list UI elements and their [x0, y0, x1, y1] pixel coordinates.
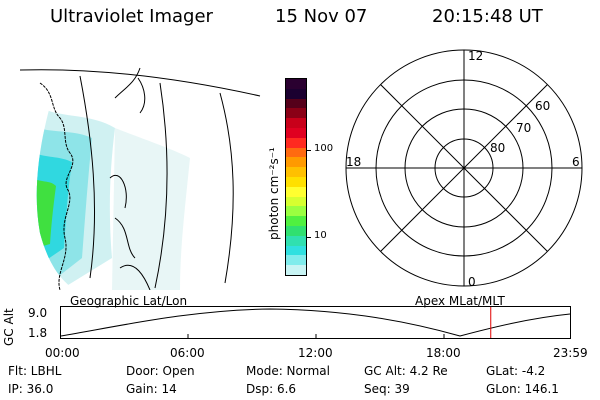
time-label: 20:15:48 UT	[432, 6, 543, 27]
app-title: Ultraviolet Imager	[50, 6, 213, 27]
status-ip: IP: 36.0	[8, 382, 54, 396]
polar-label-12: 12	[468, 49, 483, 63]
colorbar-segment	[286, 245, 306, 256]
timeline-xtick-1800: 18:00	[426, 346, 461, 360]
geographic-title: Geographic Lat/Lon	[70, 294, 188, 308]
status-seq: Seq: 39	[364, 382, 410, 396]
polar-label-6: 6	[572, 155, 580, 169]
colorbar-segment	[286, 127, 306, 138]
polar-lat-80: 80	[490, 141, 505, 155]
colorbar-segment	[286, 98, 306, 109]
status-glon: GLon: 146.1	[486, 382, 559, 396]
colorbar-segment	[286, 88, 306, 99]
timeline-ytick-high: 9.0	[28, 306, 48, 320]
status-dsp: Dsp: 6.6	[246, 382, 297, 396]
status-door: Door: Open	[126, 364, 195, 378]
timeline-xtick-2359: 23:59	[553, 346, 588, 360]
timeline-ytick-low: 1.8	[28, 326, 48, 340]
colorbar-segment	[286, 108, 306, 119]
status-gc-alt: GC Alt: 4.2 Re	[364, 364, 448, 378]
colorbar-tick-mark	[307, 150, 311, 151]
colorbar-tick-100: 100	[314, 143, 334, 154]
color-scale-bar	[285, 78, 307, 276]
timeline-xtick-1200: 12:00	[298, 346, 333, 360]
colorbar-segment	[286, 137, 306, 148]
geographic-map	[20, 67, 261, 290]
colorbar-segment	[286, 216, 306, 226]
timeline-y-label: GC Alt	[2, 308, 16, 346]
colorbar-segment	[286, 235, 306, 246]
colorbar-segment	[286, 157, 306, 168]
polar-lat-60: 60	[535, 99, 550, 113]
orbit-altitude-timeline	[60, 306, 571, 339]
colorbar-segment	[286, 255, 306, 266]
apex-title: Apex MLat/MLT	[415, 294, 505, 308]
polar-label-0: 0	[468, 275, 476, 288]
colorbar-segment	[286, 196, 306, 207]
polar-mlt-plot: 12 18 6 0 60 70 80	[345, 49, 583, 288]
polar-label-18: 18	[346, 155, 361, 169]
timeline-xtick-0600: 06:00	[170, 346, 205, 360]
colorbar-tick-mark	[307, 237, 311, 238]
colorbar-segment	[286, 118, 306, 128]
colorbar-segment	[286, 206, 306, 217]
colorbar-segment	[286, 79, 306, 89]
colorbar-unit-label: photon cm⁻²s⁻¹	[267, 147, 281, 240]
colorbar-segment	[286, 176, 306, 187]
polar-lat-70: 70	[516, 121, 531, 135]
colorbar-segment	[286, 186, 306, 197]
status-flt: Flt: LBHL	[8, 364, 62, 378]
colorbar-segment	[286, 225, 306, 236]
date-label: 15 Nov 07	[275, 6, 368, 27]
status-mode: Mode: Normal	[246, 364, 330, 378]
colorbar-segment	[286, 167, 306, 177]
timeline-xtick-0000: 00:00	[45, 346, 80, 360]
status-glat: GLat: -4.2	[486, 364, 546, 378]
status-gain: Gain: 14	[126, 382, 177, 396]
colorbar-tick-10: 10	[314, 230, 327, 241]
colorbar-segment	[286, 147, 306, 158]
colorbar-segment	[286, 265, 306, 275]
